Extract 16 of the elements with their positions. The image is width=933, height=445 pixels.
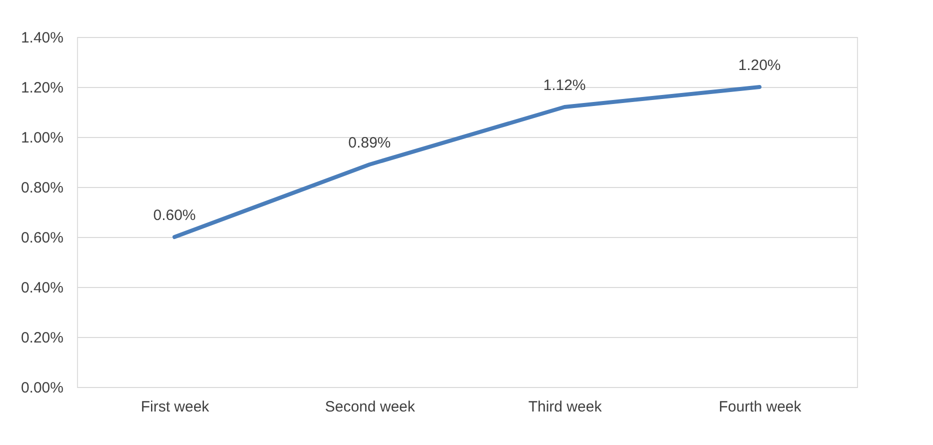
data-label: 0.89% bbox=[348, 134, 391, 152]
y-tick-label: 1.40% bbox=[20, 30, 64, 46]
y-tick-label: 0.00% bbox=[20, 380, 64, 396]
y-tick-label: 1.00% bbox=[20, 130, 64, 146]
data-label: 1.20% bbox=[738, 57, 781, 74]
x-tick-label: Second week bbox=[324, 398, 416, 416]
y-tick-label: 0.20% bbox=[20, 330, 64, 346]
x-tick-label: Third week bbox=[528, 398, 602, 416]
y-tick-label: 0.40% bbox=[20, 280, 64, 296]
x-tick-label: First week bbox=[140, 398, 210, 416]
x-tick-label: Fourth week bbox=[718, 398, 802, 416]
y-tick-label: 1.20% bbox=[20, 80, 64, 96]
y-tick-label: 0.80% bbox=[20, 180, 64, 196]
y-tick-label: 0.60% bbox=[20, 230, 64, 246]
data-label: 1.12% bbox=[543, 77, 586, 94]
data-label: 0.60% bbox=[153, 207, 196, 224]
